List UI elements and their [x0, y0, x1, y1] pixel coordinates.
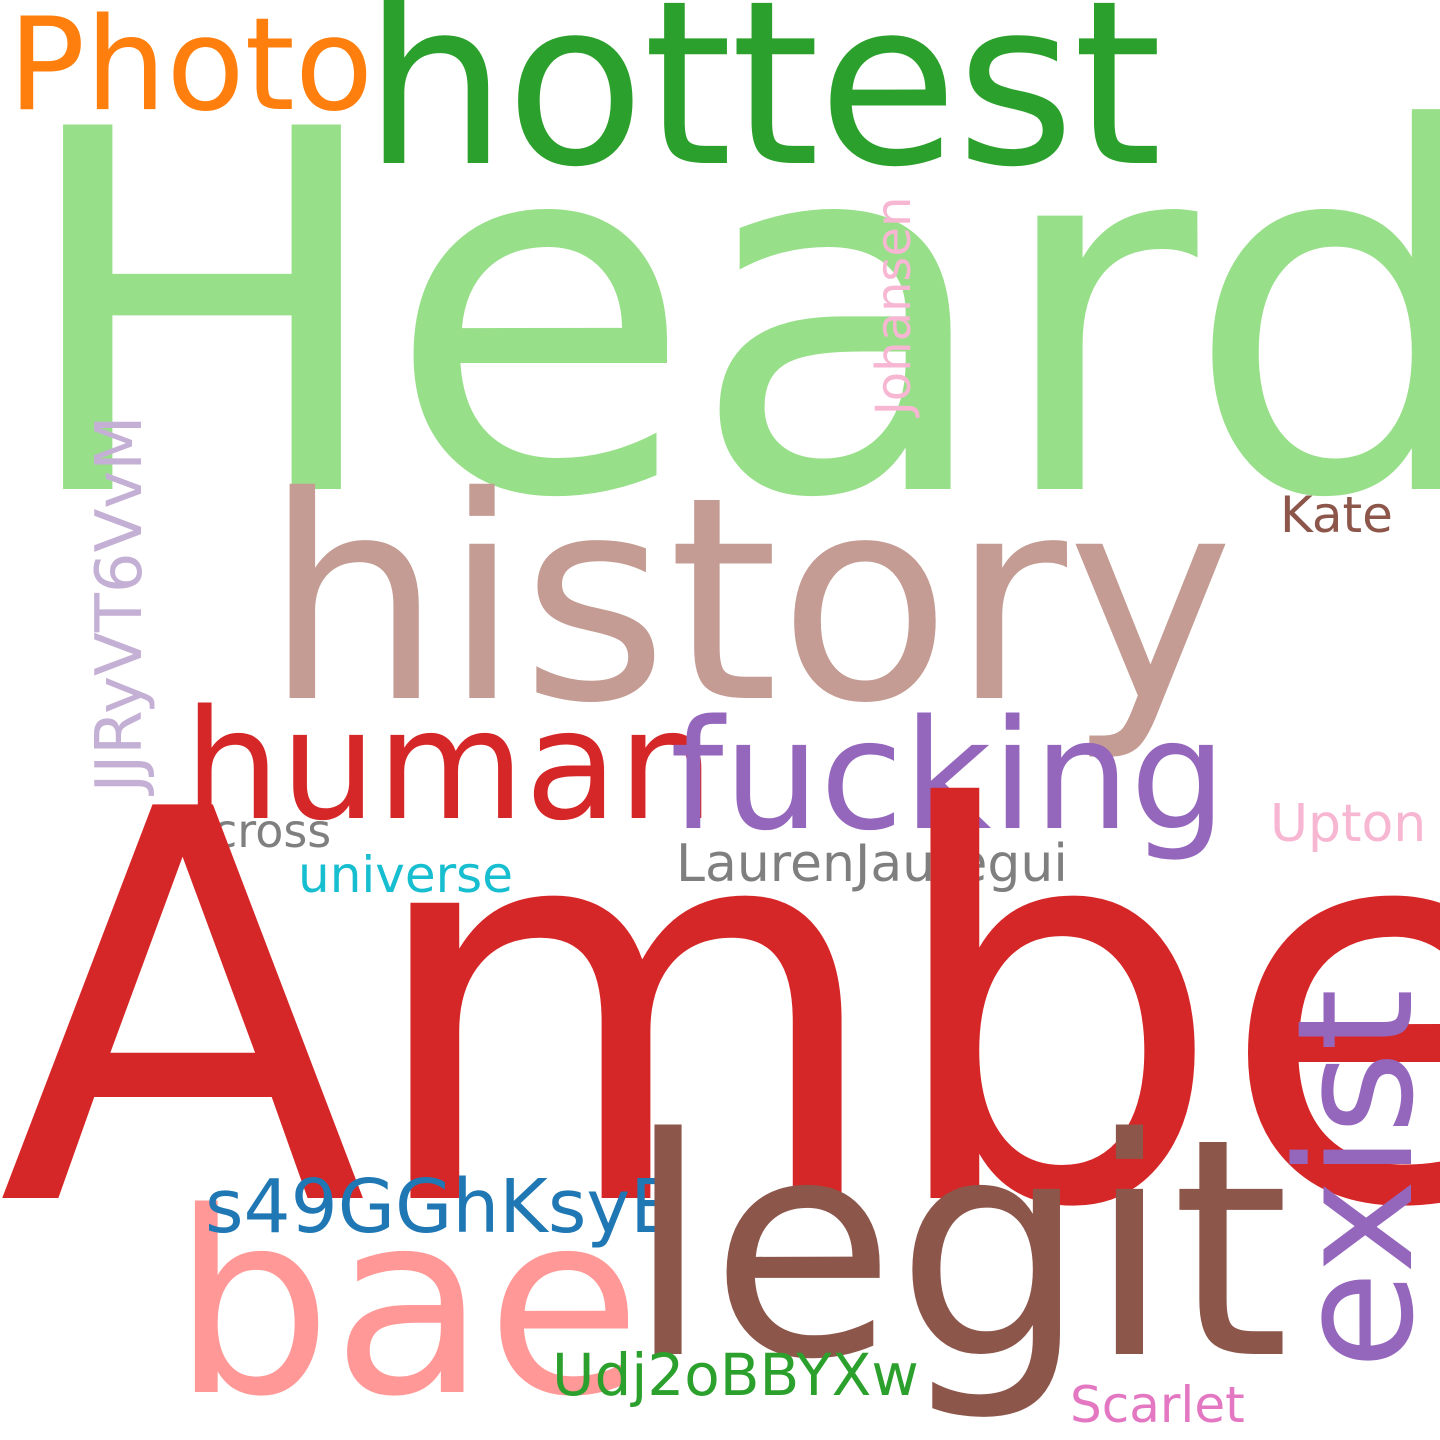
word-scarlet: Scarlet	[1070, 1376, 1245, 1434]
word-photo: Photo	[8, 0, 374, 140]
word-kate: Kate	[1280, 486, 1393, 544]
word-udj2obbyxw: Udj2oBBYXw	[552, 1341, 919, 1409]
word-cross: cross	[212, 804, 332, 858]
word-s49gghksye: s49GGhKsyE	[205, 1164, 677, 1250]
word-bae: bae	[172, 1159, 642, 1440]
word-exist: exist	[1262, 988, 1440, 1370]
word-human: human	[184, 677, 715, 854]
word-laurenjauregui: LaurenJauregui	[676, 834, 1068, 894]
word-upton: Upton	[1270, 794, 1427, 854]
word-universe: universe	[298, 846, 513, 904]
word-hottest: hottest	[363, 0, 1162, 217]
word-heard: Heard	[14, 25, 1440, 607]
word-history: history	[264, 436, 1234, 765]
word-legit: legit	[626, 1075, 1290, 1426]
word-amber: Amber	[0, 698, 1440, 1326]
word-johansen: Johansen	[866, 196, 922, 416]
word-fucking: fucking	[670, 687, 1227, 864]
